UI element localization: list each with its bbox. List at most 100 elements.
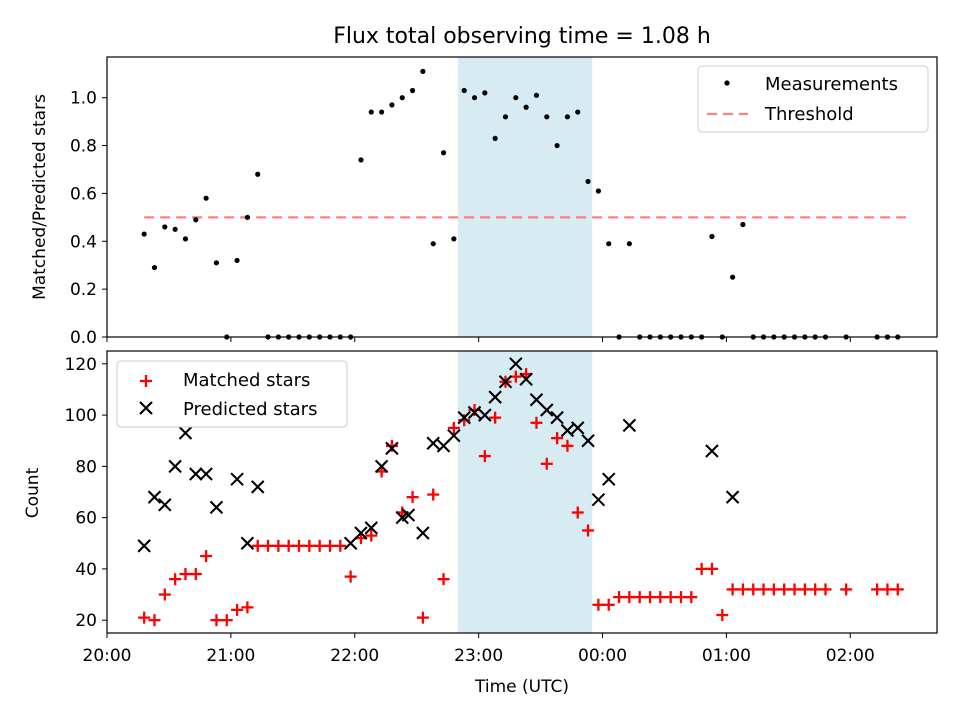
bottom-y-tick-label: 80 [75,457,97,477]
matched-star-point [623,591,636,604]
predicted-star-point [209,500,224,515]
bottom-panel: 20 40 60 80 100 120 20:00 21:00 22:00 23:00 00:00… [23,350,938,697]
matched-star-point [189,568,202,581]
measurement-point [585,178,591,185]
matched-star-point [231,603,244,616]
matched-star-point [313,539,326,552]
measurement-point [440,150,447,156]
matched-star-point [138,611,151,624]
measurement-point [564,114,571,120]
predicted-star-point [705,444,719,458]
measurement-point [451,236,457,242]
bottom-y-axis-label: Count [23,467,43,518]
legend-measurements-marker [724,80,730,86]
predicted-star-point [426,436,440,451]
top-y-ticks: 0.0 0.2 0.4 0.6 0.8 1.0 [70,89,107,348]
measurement-point [162,224,168,230]
matched-star-point [427,488,440,501]
measurement-point [399,95,405,101]
predicted-star-point [467,405,482,420]
predicted-star-point [498,375,513,389]
matched-star-point [334,539,347,552]
matched-star-point [489,411,502,424]
measurement-point [461,87,467,94]
measurement-point [430,241,436,247]
matched-star-point [840,583,853,596]
measurement-point [172,226,178,232]
matched-star-point [674,591,687,604]
legend-measurements-label: Measurements [765,74,898,95]
bottom-y-tick-label: 60 [75,509,97,529]
measurement-point [492,135,498,141]
matched-star-point [633,591,646,604]
predicted-star-point [488,390,502,404]
matched-star-point [664,591,677,604]
matched-star-point [809,583,822,596]
measurement-point [193,217,199,223]
matched-star-point [282,539,295,552]
bottom-legend: Matched stars Predicted stars [116,360,348,428]
legend-threshold-label: Threshold [764,104,854,125]
predicted-star-point [158,498,172,512]
matched-star-point [582,524,595,537]
measurement-point [626,241,632,247]
top-y-tick-label: 0.0 [70,328,97,348]
measurement-point [182,236,189,242]
bottom-legend-box [116,360,348,428]
matched-star-point [705,562,718,575]
predicted-star-point [571,421,585,435]
observing-window-shade-top [457,57,593,337]
legend-matched-label: Matched stars [183,370,310,391]
predicted-star-point [457,410,471,425]
legend-matched-marker [140,375,152,387]
measurement-point [606,241,612,247]
measurement-point [151,264,158,271]
bottom-x-tick-label: 23:00 [454,646,503,666]
chart-title: Flux total observing time = 1.08 h [333,24,711,49]
predicted-star-point [478,408,492,422]
matched-star-point [293,539,306,552]
matched-star-point [644,591,657,604]
bottom-y-tick-label: 40 [75,560,97,580]
matched-star-point [767,583,780,596]
predicted-star-point [529,392,544,407]
top-y-tick-label: 0.4 [70,232,97,252]
predicted-star-point [401,508,416,522]
matched-star-point [881,583,894,596]
matched-star-point [613,591,626,604]
predicted-star-point [622,418,637,433]
measurement-point [513,95,519,101]
measurement-point [523,104,529,110]
matched-star-point [716,609,729,622]
predicted-star-point [364,521,379,535]
measurement-point [502,114,509,120]
matched-star-point [592,598,605,611]
bottom-y-tick-label: 100 [65,406,97,426]
top-panel: 0.0 0.2 0.4 0.6 0.8 1.0 Matched/Predicted sta… [30,56,938,348]
matched-star-point [726,583,739,596]
bottom-x-tick-label: 20:00 [83,646,132,666]
matched-star-point [344,570,357,583]
measurement-point [358,157,364,163]
measurement-point [420,68,426,74]
matched-star-point [747,583,760,596]
predicted-star-point [354,526,368,540]
matched-star-point [571,506,584,519]
predicted-stars-points [137,357,740,553]
matched-star-point [210,614,223,627]
predicted-star-point [178,426,193,440]
measurement-point [471,95,478,101]
measurement-point [244,214,250,220]
matched-star-point [323,539,336,552]
measurement-point [389,102,395,108]
predicted-star-point [601,472,616,486]
matched-star-point [819,583,832,596]
bottom-x-tick-label: 21:00 [206,646,255,666]
measurement-point [409,87,416,94]
measurement-point [533,92,540,98]
matched-star-point [551,432,564,445]
matched-star-point [385,439,398,452]
matched-star-point [654,591,667,604]
top-legend: Measurements Threshold [697,65,929,133]
